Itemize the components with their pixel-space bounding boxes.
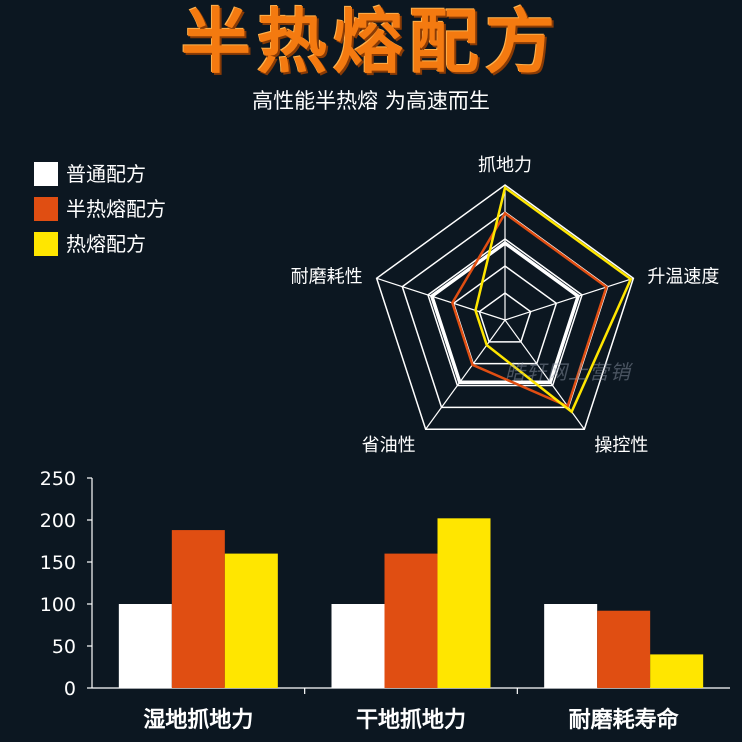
legend: 普通配方 半热熔配方 热熔配方 (34, 156, 166, 261)
radar-spoke (504, 277, 634, 321)
radar-spoke (425, 319, 506, 430)
legend-label-normal: 普通配方 (66, 161, 146, 186)
x-category-label: 干地抓地力 (356, 707, 466, 733)
page-subtitle: 高性能半热熔 为高速而生 (252, 89, 490, 113)
radar-axis-label: 操控性 (594, 435, 648, 456)
page-title: 半热熔配方 (181, 1, 561, 83)
radar-axis-label: 省油性 (362, 435, 416, 456)
bar-3 (224, 553, 278, 688)
legend-label-hot-melt: 热熔配方 (66, 231, 146, 256)
radar-axis-label: 耐磨耗性 (291, 266, 363, 287)
bar-1 (544, 604, 598, 688)
x-category-label: 耐磨耗寿命 (569, 707, 680, 733)
radar-ring (452, 265, 558, 365)
bar-2 (597, 610, 651, 688)
radar-axis-label: 升温速度 (647, 266, 719, 287)
y-tick-label: 200 (40, 510, 76, 532)
bar-2 (171, 530, 225, 688)
radar-ring (375, 184, 635, 430)
legend-swatch-normal (34, 161, 58, 186)
radar-series-1 (429, 240, 581, 385)
watermark: 皓轩网上营销 (505, 360, 631, 384)
radar-series-2 (450, 211, 608, 408)
bar-1 (118, 604, 172, 688)
legend-item-normal: 普通配方 (34, 156, 166, 191)
y-tick-label: 250 (40, 468, 76, 490)
radar-ring (478, 292, 532, 343)
legend-label-semi-hot-melt: 半热熔配方 (66, 196, 166, 221)
radar-series-3 (474, 185, 633, 414)
radar-ring (427, 238, 583, 387)
y-tick-label: 50 (52, 636, 76, 658)
legend-item-hot-melt: 热熔配方 (34, 226, 166, 261)
radar-spoke (376, 277, 506, 321)
bar-3 (437, 518, 491, 688)
y-tick-label: 100 (40, 594, 76, 616)
y-tick-label: 150 (40, 552, 76, 574)
legend-swatch-semi-hot-melt (34, 196, 58, 221)
y-tick-label: 0 (64, 678, 76, 700)
bar-3 (650, 654, 704, 688)
x-category-label: 湿地抓地力 (143, 707, 253, 733)
legend-swatch-hot-melt (34, 231, 58, 256)
legend-item-semi-hot-melt: 半热熔配方 (34, 191, 166, 226)
radar-axis-label: 抓地力 (478, 155, 532, 176)
bar-1 (331, 604, 385, 688)
bar-2 (384, 553, 438, 688)
